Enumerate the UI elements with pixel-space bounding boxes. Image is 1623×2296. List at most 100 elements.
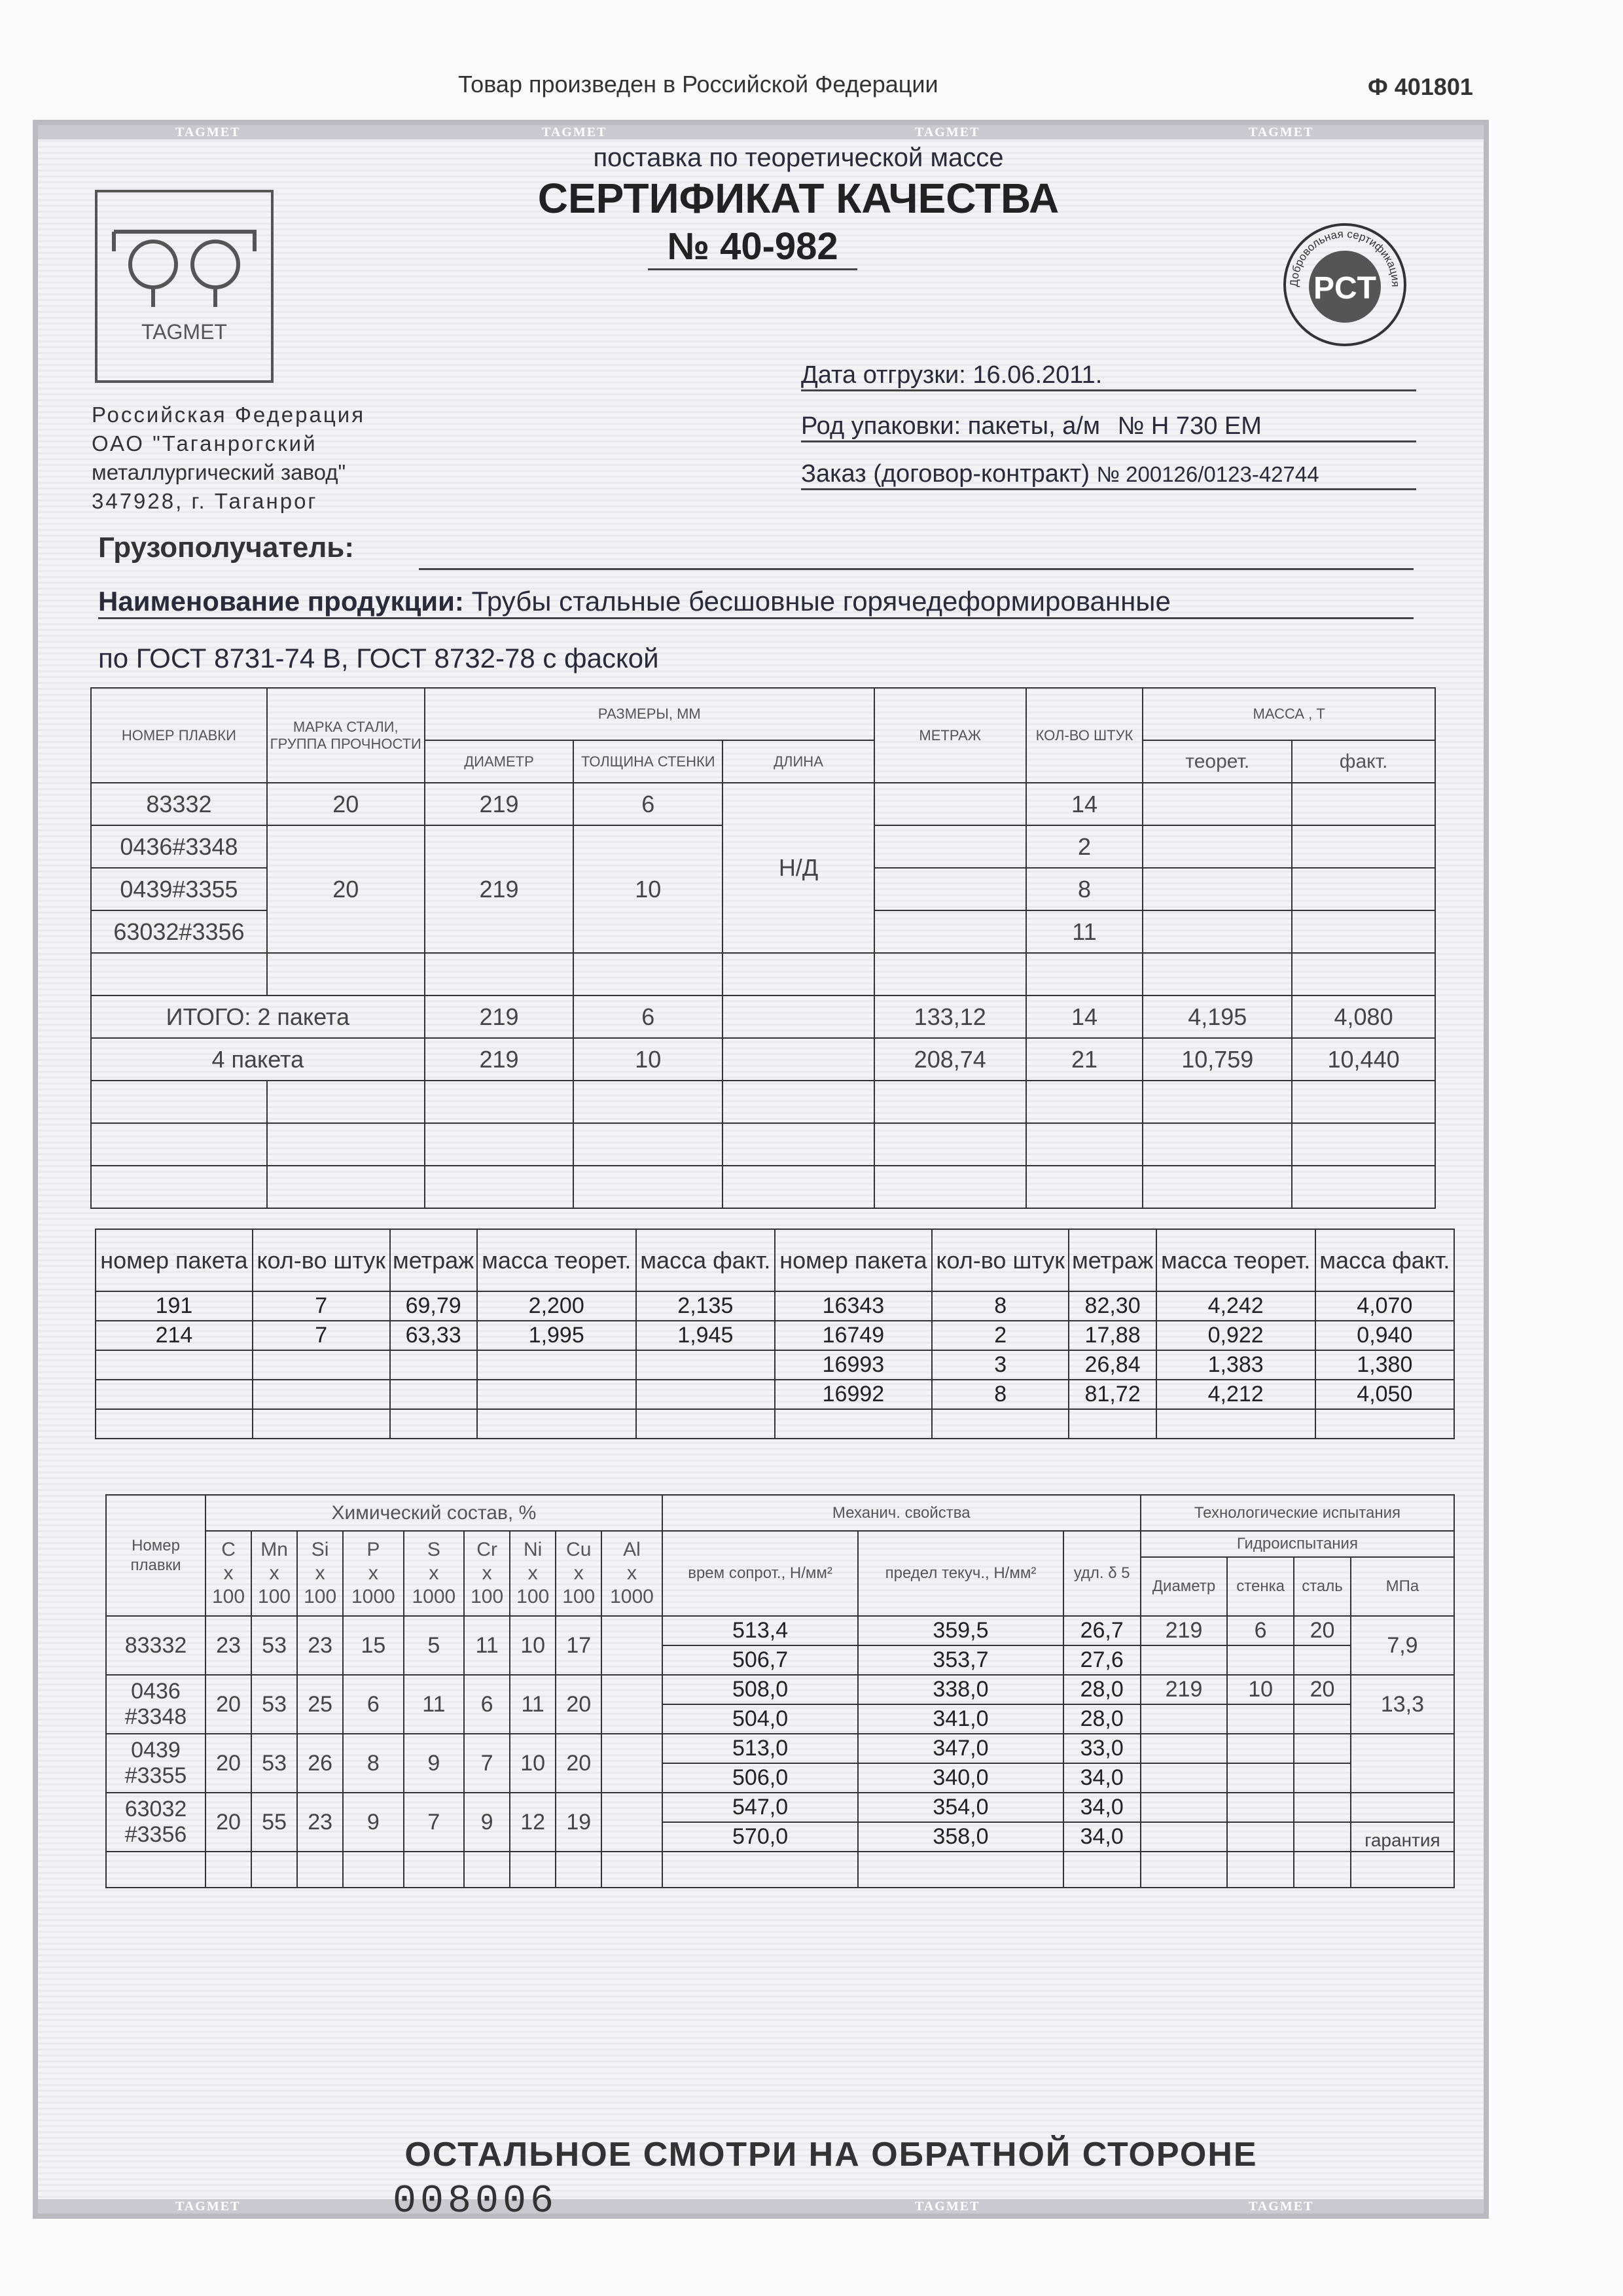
issuer-line: Российская Федерация bbox=[92, 403, 366, 427]
table-cell bbox=[555, 1851, 603, 1888]
hydro-cell: 20 bbox=[1293, 1615, 1351, 1646]
table-cell bbox=[1139, 1851, 1228, 1888]
table-cell bbox=[1062, 1851, 1141, 1888]
header-diameter: ДИАМЕТР bbox=[423, 740, 575, 783]
element-header-part: x bbox=[315, 1562, 325, 1584]
table-row bbox=[90, 952, 1436, 996]
element-header-part: Cu bbox=[566, 1539, 592, 1560]
element-header-part: 100 bbox=[211, 1586, 245, 1607]
mech-cell: 27,6 bbox=[1062, 1645, 1141, 1676]
header-meters: МЕТРАЖ bbox=[873, 687, 1027, 783]
product-label: Наименование продукции: bbox=[98, 586, 464, 617]
table-cell: 16343 bbox=[774, 1291, 933, 1321]
table-row: 0436#3348 20 219 10 2 bbox=[90, 825, 1436, 954]
chem-cell: 10 bbox=[509, 1615, 557, 1676]
heat-cell: 83332 bbox=[105, 1615, 206, 1676]
table-cell: 1,383 bbox=[1155, 1350, 1316, 1380]
hydro-cell bbox=[1293, 1763, 1351, 1793]
hydro-cell bbox=[1226, 1733, 1295, 1764]
column-header: номер пакета bbox=[95, 1229, 253, 1292]
total-theor: 10,759 bbox=[1142, 1037, 1293, 1081]
shipment-date: Дата отгрузки: 16.06.2011. bbox=[801, 361, 1416, 391]
chemical-mechanical-table: Номер плавки Химический состав, % Механи… bbox=[105, 1494, 1455, 1888]
diameter-cell: 219 bbox=[423, 825, 575, 954]
total-count: 14 bbox=[1025, 995, 1144, 1039]
chem-cell: 17 bbox=[555, 1615, 603, 1676]
total-label: 4 пакета bbox=[90, 1037, 425, 1081]
element-header-part: x bbox=[223, 1562, 234, 1584]
element-header-part: C bbox=[221, 1539, 236, 1560]
fact-cell bbox=[1291, 910, 1436, 954]
order-number: № 200126/0123-42744 bbox=[1096, 462, 1319, 486]
meters-cell bbox=[873, 867, 1027, 911]
total-diameter: 219 bbox=[423, 1037, 575, 1081]
mech-cell: 547,0 bbox=[661, 1792, 859, 1823]
table-cell: 2 bbox=[931, 1320, 1070, 1351]
wall-cell: 10 bbox=[573, 825, 724, 954]
table-cell bbox=[931, 1408, 1070, 1439]
hydro-cell bbox=[1139, 1704, 1228, 1734]
table-cell bbox=[95, 1408, 253, 1439]
table-cell: 191 bbox=[95, 1291, 253, 1321]
chem-cell: 20 bbox=[555, 1733, 603, 1793]
table-cell bbox=[601, 1851, 663, 1888]
table-cell: 0,940 bbox=[1314, 1320, 1455, 1351]
diameter-cell: 219 bbox=[423, 782, 575, 826]
mpa-cell: 7,9 bbox=[1349, 1615, 1455, 1676]
logo-text: TAGMET bbox=[141, 320, 227, 344]
header-wall: ТОЛЩИНА СТЕНКИ bbox=[573, 740, 724, 783]
element-header-part: x bbox=[626, 1562, 637, 1584]
table-cell bbox=[95, 1350, 253, 1380]
watermark: TAGMET bbox=[175, 2199, 241, 2214]
element-header-part: 100 bbox=[258, 1586, 291, 1607]
cert-mark-letters: PCT bbox=[1313, 271, 1376, 306]
heat-cell: 0439#3355 bbox=[90, 867, 268, 911]
chem-cell: 53 bbox=[251, 1615, 298, 1676]
issuer-line: 347928, г. Таганрог bbox=[92, 489, 318, 513]
chem-cell: 7 bbox=[402, 1792, 465, 1852]
hydro-cell bbox=[1226, 1792, 1295, 1823]
mech-cell: 28,0 bbox=[1062, 1674, 1141, 1705]
table-cell: 214 bbox=[95, 1320, 253, 1351]
mech-header: врем сопрот., Н/мм² bbox=[661, 1530, 859, 1617]
chem-cell: 6 bbox=[463, 1674, 511, 1734]
table-cell bbox=[389, 1350, 478, 1380]
header-sizes: РАЗМЕРЫ, ММ bbox=[423, 687, 875, 741]
column-header: масса факт. bbox=[635, 1229, 776, 1292]
table-row: 504,0 341,0 28,0 bbox=[106, 1704, 1454, 1734]
table-row: 63032 #3356 20 55 23 9 7 9 12 19 547,0 354,0 34,0 bbox=[105, 1792, 1455, 1852]
length-cell: Н/Д bbox=[722, 782, 875, 954]
table-cell bbox=[204, 1851, 253, 1888]
table-row: 63032#3356 11 bbox=[90, 910, 1436, 954]
element-header-part: Si bbox=[311, 1539, 329, 1560]
table-cell: 3 bbox=[931, 1350, 1070, 1380]
chem-cell: 19 bbox=[555, 1792, 603, 1852]
mech-cell: 34,0 bbox=[1062, 1792, 1141, 1823]
hydro-cell bbox=[1226, 1704, 1295, 1734]
mech-cell: 353,7 bbox=[857, 1645, 1064, 1676]
rst-mark-icon: Добровольная сертификация PCT bbox=[1283, 223, 1406, 346]
heat-cell: 63032#3356 bbox=[90, 910, 268, 954]
hydro-cell bbox=[1293, 1792, 1351, 1823]
vehicle-number: № Н 730 ЕМ bbox=[1117, 412, 1262, 440]
hydro-header: Гидроиспытания bbox=[1139, 1530, 1455, 1558]
table-row: 16992 8 81,72 4,212 4,050 bbox=[95, 1379, 1455, 1410]
count-cell: 2 bbox=[1025, 825, 1144, 869]
hydro-column-header: МПа bbox=[1349, 1556, 1455, 1617]
table-cell bbox=[1226, 1851, 1295, 1888]
table-cell bbox=[661, 1851, 859, 1888]
chem-cell: 11 bbox=[402, 1674, 465, 1734]
tagmet-logo: TAGMET bbox=[95, 190, 274, 383]
issuer-line: ОАО "Таганрогский bbox=[92, 431, 317, 456]
table-cell bbox=[635, 1379, 776, 1410]
chem-cell: 11 bbox=[463, 1615, 511, 1676]
table-row: 83332 20 219 6 Н/Д 14 bbox=[90, 782, 1436, 954]
table-cell: 17,88 bbox=[1068, 1320, 1157, 1351]
chem-cell: 9 bbox=[402, 1733, 465, 1793]
mech-cell: 504,0 bbox=[661, 1704, 859, 1734]
element-header-part: x bbox=[527, 1562, 538, 1584]
watermark: TAGMET bbox=[175, 125, 241, 139]
serial-number: 008006 bbox=[393, 2179, 558, 2224]
mech-cell: 338,0 bbox=[857, 1674, 1064, 1705]
